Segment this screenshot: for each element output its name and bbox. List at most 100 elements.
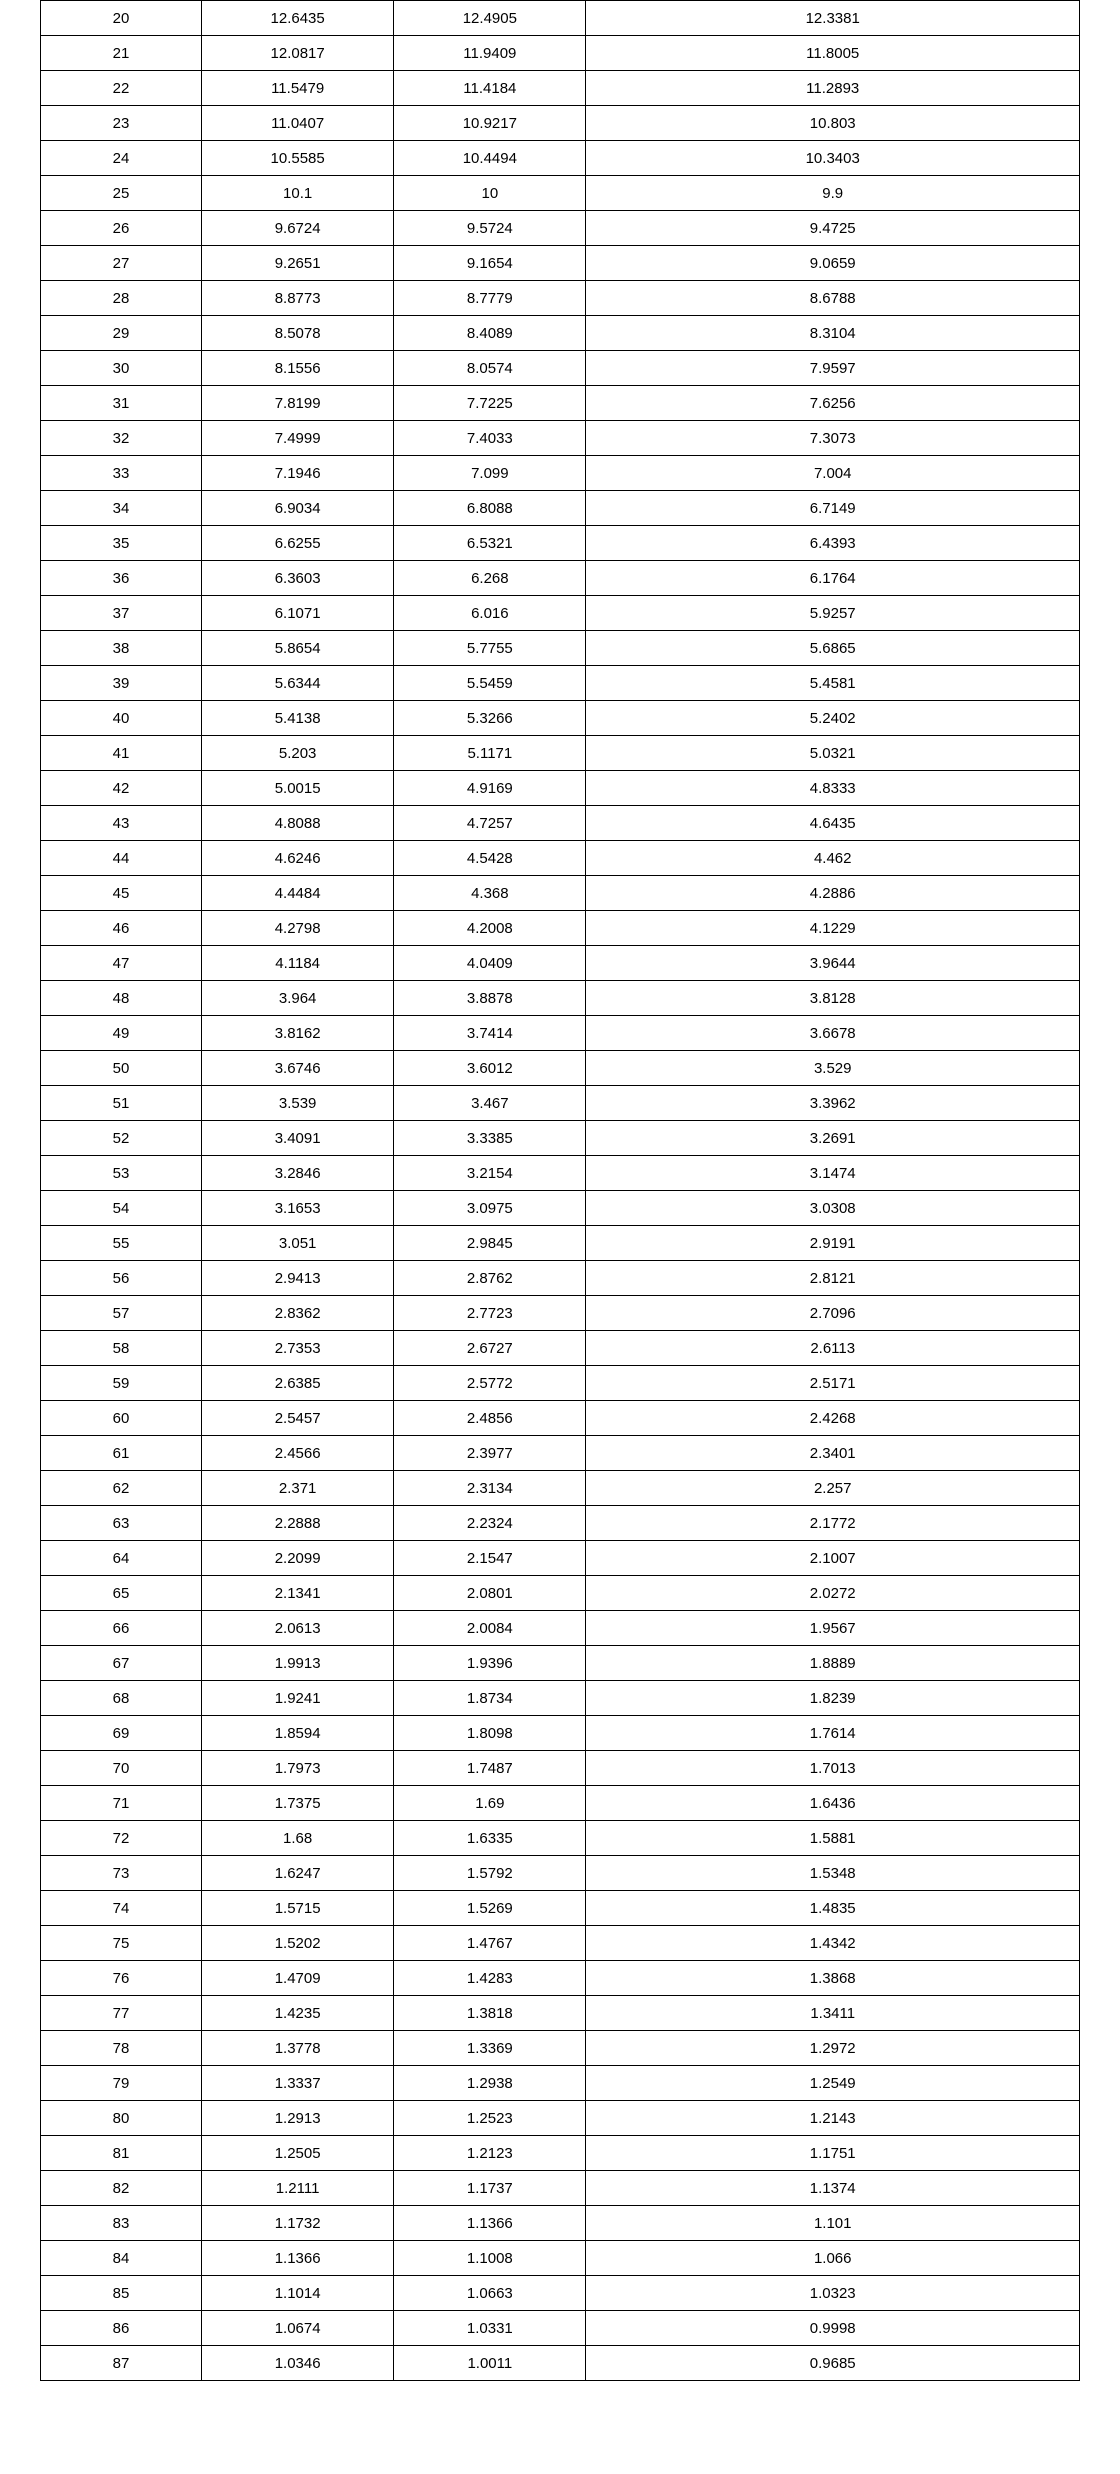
table-cell: 3.9644 xyxy=(586,946,1080,981)
table-row: 298.50788.40898.3104 xyxy=(41,316,1080,351)
table-cell: 1.6247 xyxy=(202,1856,394,1891)
table-cell: 72 xyxy=(41,1821,202,1856)
table-cell: 5.203 xyxy=(202,736,394,771)
table-row: 337.19467.0997.004 xyxy=(41,456,1080,491)
table-cell: 11.8005 xyxy=(586,36,1080,71)
table-cell: 44 xyxy=(41,841,202,876)
table-cell: 3.539 xyxy=(202,1086,394,1121)
table-cell: 11.9409 xyxy=(394,36,586,71)
table-cell: 27 xyxy=(41,246,202,281)
table-cell: 61 xyxy=(41,1436,202,1471)
table-cell: 2.0084 xyxy=(394,1611,586,1646)
table-cell: 3.0308 xyxy=(586,1191,1080,1226)
table-cell: 1.6436 xyxy=(586,1786,1080,1821)
data-table: 2012.643512.490512.33812112.081711.94091… xyxy=(40,0,1080,2381)
table-row: 861.06741.03310.9998 xyxy=(41,2311,1080,2346)
table-cell: 1.5348 xyxy=(586,1856,1080,1891)
table-cell: 4.8333 xyxy=(586,771,1080,806)
table-cell: 36 xyxy=(41,561,202,596)
table-cell: 2.4856 xyxy=(394,1401,586,1436)
table-cell: 6.9034 xyxy=(202,491,394,526)
table-cell: 2.7353 xyxy=(202,1331,394,1366)
table-row: 415.2035.11715.0321 xyxy=(41,736,1080,771)
table-cell: 6.7149 xyxy=(586,491,1080,526)
table-cell: 84 xyxy=(41,2241,202,2276)
table-cell: 1.9241 xyxy=(202,1681,394,1716)
table-cell: 1.8239 xyxy=(586,1681,1080,1716)
table-cell: 2.7723 xyxy=(394,1296,586,1331)
table-cell: 1.1366 xyxy=(202,2241,394,2276)
table-cell: 4.8088 xyxy=(202,806,394,841)
table-row: 562.94132.87622.8121 xyxy=(41,1261,1080,1296)
table-cell: 1.2549 xyxy=(586,2066,1080,2101)
table-cell: 2.6113 xyxy=(586,1331,1080,1366)
table-cell: 57 xyxy=(41,1296,202,1331)
table-cell: 0.9685 xyxy=(586,2346,1080,2381)
table-cell: 1.7487 xyxy=(394,1751,586,1786)
table-cell: 10.1 xyxy=(202,176,394,211)
table-row: 761.47091.42831.3868 xyxy=(41,1961,1080,1996)
table-cell: 82 xyxy=(41,2171,202,2206)
table-cell: 1.066 xyxy=(586,2241,1080,2276)
table-row: 317.81997.72257.6256 xyxy=(41,386,1080,421)
table-cell: 3.2846 xyxy=(202,1156,394,1191)
table-cell: 5.1171 xyxy=(394,736,586,771)
table-cell: 5.5459 xyxy=(394,666,586,701)
table-cell: 2.5772 xyxy=(394,1366,586,1401)
table-cell: 1.0663 xyxy=(394,2276,586,2311)
table-cell: 3.0975 xyxy=(394,1191,586,1226)
table-cell: 4.2008 xyxy=(394,911,586,946)
table-cell: 7.6256 xyxy=(586,386,1080,421)
table-cell: 1.8594 xyxy=(202,1716,394,1751)
table-cell: 9.4725 xyxy=(586,211,1080,246)
table-cell: 1.7973 xyxy=(202,1751,394,1786)
table-cell: 5.7755 xyxy=(394,631,586,666)
table-cell: 1.5715 xyxy=(202,1891,394,1926)
table-cell: 83 xyxy=(41,2206,202,2241)
table-cell: 1.5792 xyxy=(394,1856,586,1891)
table-row: 483.9643.88783.8128 xyxy=(41,981,1080,1016)
table-cell: 3.6678 xyxy=(586,1016,1080,1051)
table-row: 592.63852.57722.5171 xyxy=(41,1366,1080,1401)
table-cell: 21 xyxy=(41,36,202,71)
table-row: 434.80884.72574.6435 xyxy=(41,806,1080,841)
table-row: 871.03461.00110.9685 xyxy=(41,2346,1080,2381)
table-cell: 9.9 xyxy=(586,176,1080,211)
table-cell: 56 xyxy=(41,1261,202,1296)
table-cell: 1.0331 xyxy=(394,2311,586,2346)
table-row: 405.41385.32665.2402 xyxy=(41,701,1080,736)
table-cell: 3.051 xyxy=(202,1226,394,1261)
table-cell: 5.3266 xyxy=(394,701,586,736)
table-cell: 6.1071 xyxy=(202,596,394,631)
table-cell: 3.2154 xyxy=(394,1156,586,1191)
table-cell: 7.4033 xyxy=(394,421,586,456)
table-cell: 2.4566 xyxy=(202,1436,394,1471)
table-cell: 8.8773 xyxy=(202,281,394,316)
table-cell: 65 xyxy=(41,1576,202,1611)
table-cell: 58 xyxy=(41,1331,202,1366)
table-cell: 7.004 xyxy=(586,456,1080,491)
table-cell: 6.4393 xyxy=(586,526,1080,561)
table-cell: 8.7779 xyxy=(394,281,586,316)
table-row: 642.20992.15472.1007 xyxy=(41,1541,1080,1576)
table-cell: 1.0346 xyxy=(202,2346,394,2381)
table-row: 841.13661.10081.066 xyxy=(41,2241,1080,2276)
table-cell: 71 xyxy=(41,1786,202,1821)
table-cell: 1.68 xyxy=(202,1821,394,1856)
table-cell: 1.6335 xyxy=(394,1821,586,1856)
table-row: 543.16533.09753.0308 xyxy=(41,1191,1080,1226)
table-row: 662.06132.00841.9567 xyxy=(41,1611,1080,1646)
table-cell: 9.1654 xyxy=(394,246,586,281)
table-cell: 74 xyxy=(41,1891,202,1926)
table-cell: 2.4268 xyxy=(586,1401,1080,1436)
table-row: 513.5393.4673.3962 xyxy=(41,1086,1080,1121)
table-cell: 2.8362 xyxy=(202,1296,394,1331)
table-cell: 4.462 xyxy=(586,841,1080,876)
table-cell: 3.6746 xyxy=(202,1051,394,1086)
table-cell: 5.8654 xyxy=(202,631,394,666)
table-cell: 32 xyxy=(41,421,202,456)
table-cell: 79 xyxy=(41,2066,202,2101)
table-cell: 3.529 xyxy=(586,1051,1080,1086)
table-cell: 2.9191 xyxy=(586,1226,1080,1261)
table-cell: 6.6255 xyxy=(202,526,394,561)
